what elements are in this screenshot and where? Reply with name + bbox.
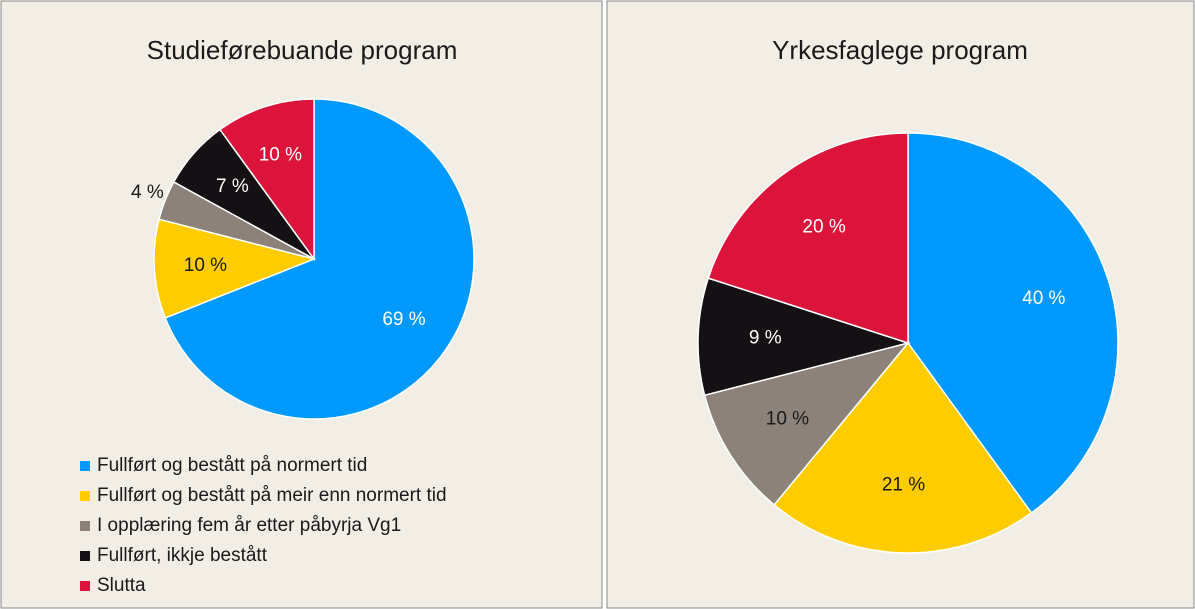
data-label: 4 % bbox=[131, 182, 164, 203]
data-label: 10 % bbox=[766, 409, 809, 430]
pie-slice bbox=[773, 341, 1033, 554]
data-label: 7 % bbox=[216, 176, 249, 197]
legend-swatch bbox=[80, 521, 90, 531]
data-label: 10 % bbox=[259, 145, 302, 166]
data-label: 20 % bbox=[802, 216, 845, 237]
data-label: 69 % bbox=[382, 309, 425, 330]
legend-swatch bbox=[80, 581, 90, 591]
data-label: 9 % bbox=[749, 328, 782, 349]
legend-label: Slutta bbox=[97, 575, 146, 596]
pie-slice bbox=[703, 341, 911, 506]
pie-slice bbox=[707, 132, 909, 345]
legend-label: Fullført og bestått på normert tid bbox=[97, 455, 367, 476]
pie-slice bbox=[907, 132, 1119, 514]
data-label: 40 % bbox=[1022, 288, 1065, 309]
legend-label: Fullført, ikkje bestått bbox=[97, 545, 268, 566]
legend-swatch bbox=[80, 461, 90, 471]
chart-title: Studieførebuande program bbox=[147, 35, 458, 65]
legend-label: I opplæring fem år etter påbyrja Vg1 bbox=[97, 515, 401, 536]
legend-label: Fullført og bestått på meir enn normert … bbox=[97, 485, 447, 506]
data-label: 10 % bbox=[184, 255, 227, 276]
pie-slice bbox=[153, 218, 317, 319]
legend-swatch bbox=[80, 551, 90, 561]
chart-title: Yrkesfaglege program bbox=[772, 35, 1028, 65]
pie-slice bbox=[164, 98, 475, 420]
data-label: 21 % bbox=[882, 475, 925, 496]
legend-swatch bbox=[80, 491, 90, 501]
pie-slice bbox=[697, 277, 911, 397]
pie-slice bbox=[218, 98, 315, 262]
